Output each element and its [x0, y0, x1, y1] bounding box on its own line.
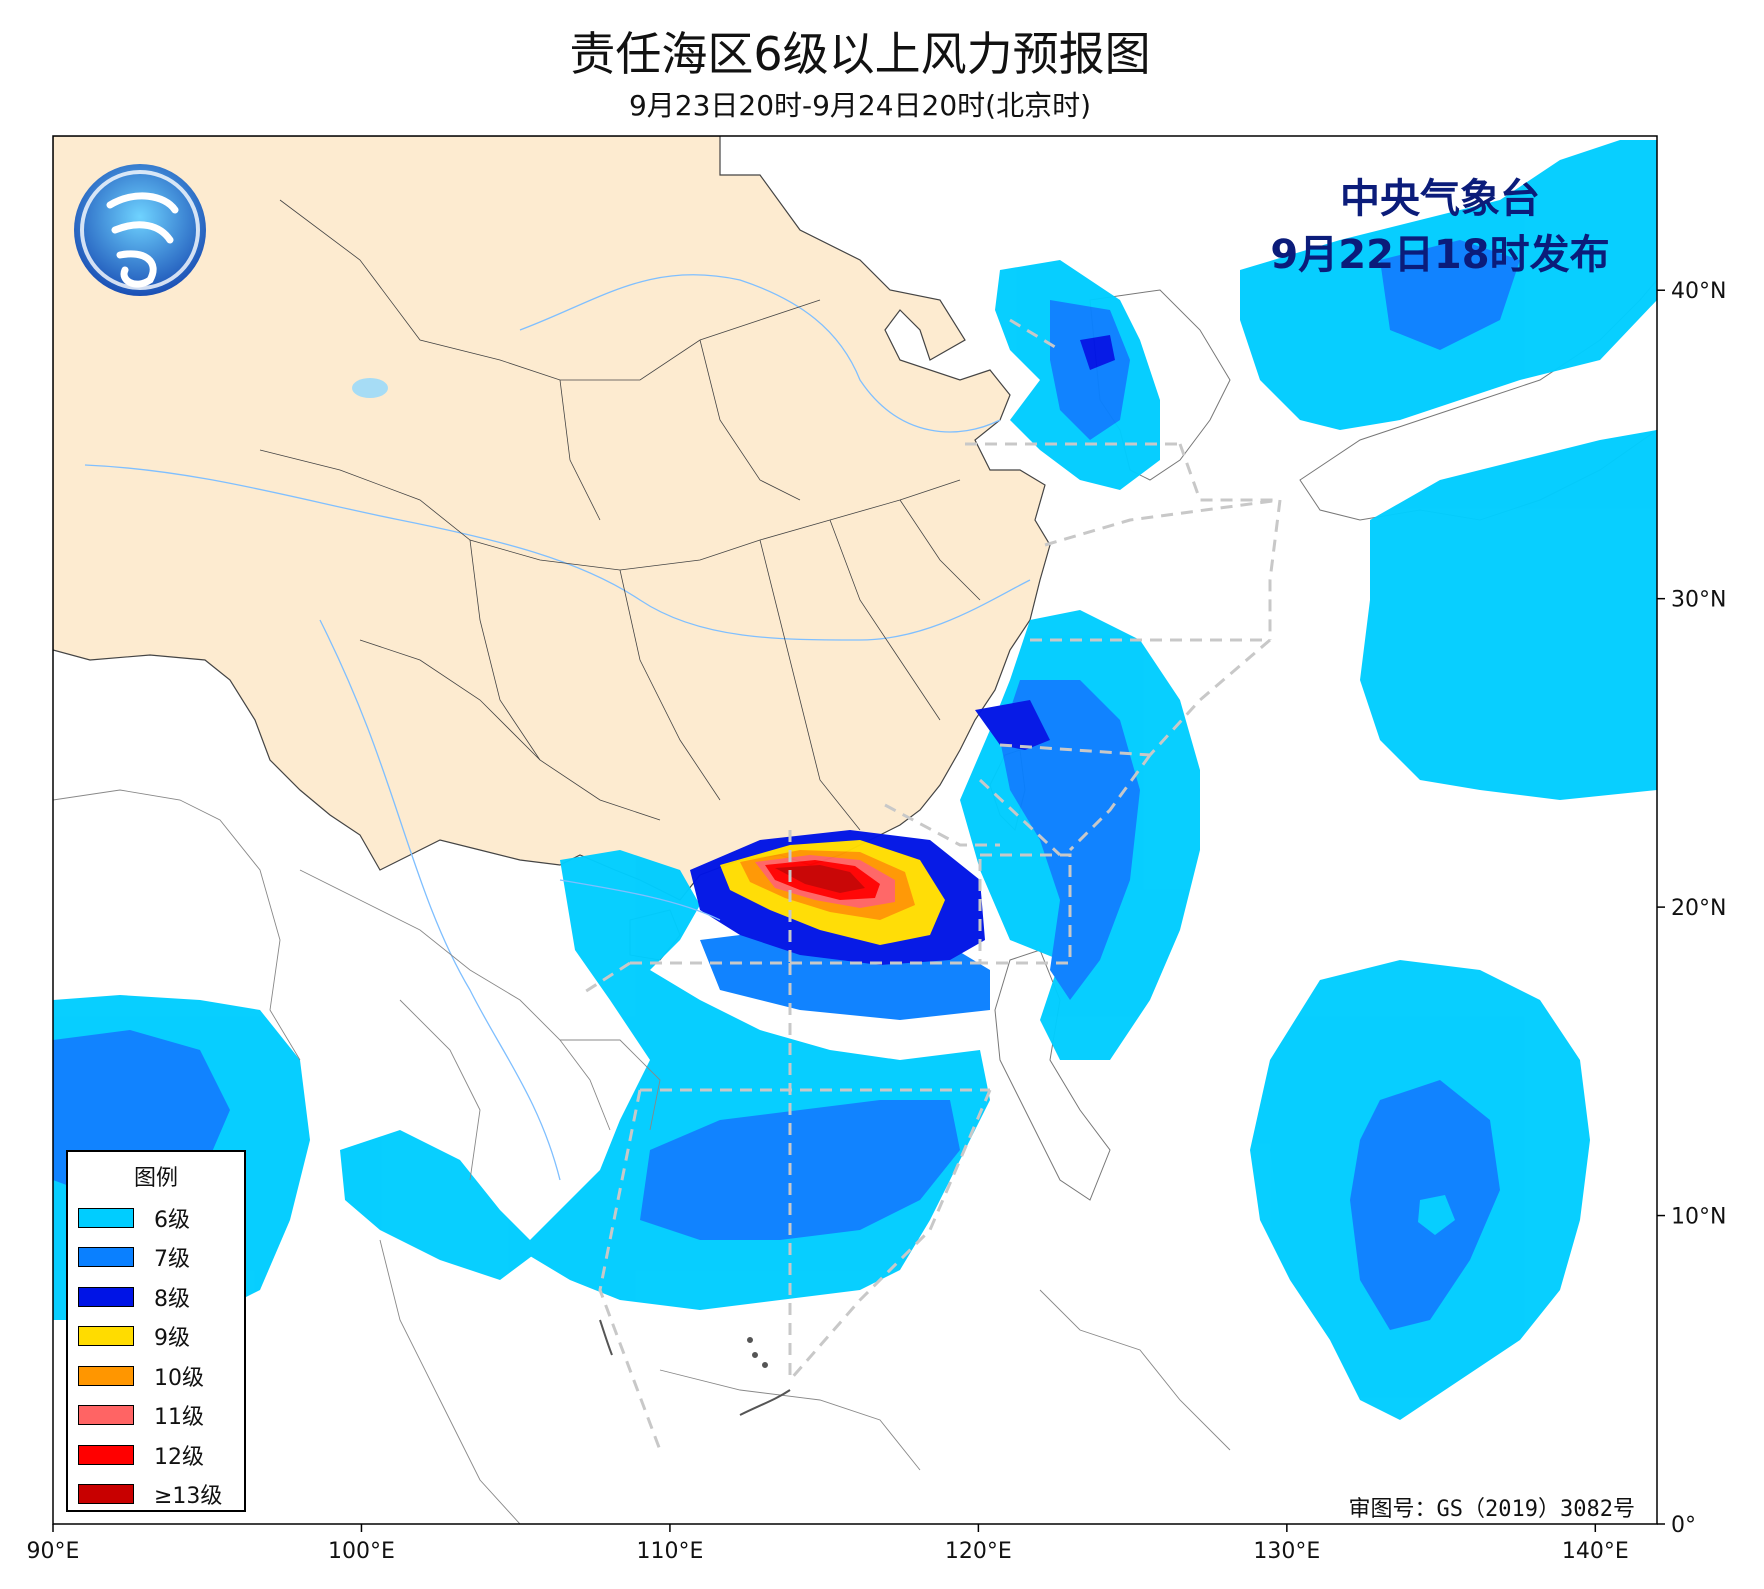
legend-label: 6级	[154, 1207, 190, 1233]
map-plot-area	[53, 136, 1657, 1524]
y-tick-label: 0°	[1671, 1513, 1696, 1538]
legend-item: 6级	[68, 1198, 244, 1238]
legend-title: 图例	[133, 1166, 178, 1191]
issuer-line-1: 中央气象台	[1340, 176, 1540, 222]
legend-swatch	[78, 1207, 134, 1228]
legend-swatch	[78, 1365, 134, 1386]
legend-swatch	[78, 1326, 134, 1347]
legend-label: 11级	[154, 1405, 204, 1431]
cma-logo-icon	[74, 164, 206, 296]
rivers	[84, 273, 1031, 1181]
sea-area-boundaries	[579, 318, 1282, 1451]
y-tick-label: 20°N	[1671, 896, 1726, 921]
x-tick-label: 130°E	[1253, 1539, 1320, 1564]
legend-item: ≥13级	[68, 1475, 244, 1515]
legend-item: 8级	[68, 1277, 244, 1317]
wind-legend: 图例 6级 7级 8级 9级 10级 11级 12级 ≥13级	[66, 1150, 246, 1512]
legend-item: 12级	[68, 1435, 244, 1475]
map-title: 责任海区6级以上风力预报图	[569, 27, 1151, 81]
x-axis-ticks: 90°E 100°E 110°E 120°E 130°E 140°E	[27, 1524, 1629, 1564]
legend-item: 9级	[68, 1317, 244, 1357]
island-marks	[599, 1319, 791, 1416]
y-axis-ticks: 0° 10°N 20°N 30°N 40°N	[1657, 279, 1726, 1538]
legend-swatch	[78, 1247, 134, 1268]
issuer-line-2: 9月22日18时发布	[1270, 232, 1609, 278]
y-tick-label: 10°N	[1671, 1205, 1726, 1230]
x-tick-label: 120°E	[945, 1539, 1012, 1564]
x-tick-label: 110°E	[636, 1539, 703, 1564]
map-approval-number: 审图号：GS（2019）3082号	[1349, 1497, 1635, 1522]
y-tick-label: 40°N	[1671, 279, 1726, 304]
legend-swatch	[78, 1405, 134, 1426]
qinghai-lake	[352, 378, 388, 398]
y-tick-label: 30°N	[1671, 588, 1726, 613]
legend-label: 9级	[154, 1326, 190, 1352]
x-tick-label: 140°E	[1562, 1539, 1629, 1564]
legend-swatch	[78, 1286, 134, 1307]
legend-label: ≥13级	[154, 1484, 223, 1510]
china-landmass	[53, 136, 1051, 901]
x-tick-label: 90°E	[27, 1539, 80, 1564]
plot-frame	[52, 135, 1658, 1525]
legend-label: 12级	[154, 1444, 204, 1470]
legend-swatch	[78, 1444, 134, 1465]
legend-item: 7级	[68, 1238, 244, 1278]
province-boundaries	[259, 199, 981, 831]
map-subtitle: 9月23日20时-9月24日20时(北京时)	[628, 89, 1092, 122]
legend-label: 7级	[154, 1247, 190, 1273]
legend-swatch	[78, 1484, 134, 1505]
legend-label: 8级	[154, 1286, 190, 1312]
legend-item: 11级	[68, 1396, 244, 1436]
country-boundaries	[53, 789, 1231, 1524]
legend-item: 10级	[68, 1356, 244, 1396]
legend-label: 10级	[154, 1365, 204, 1391]
x-tick-label: 100°E	[328, 1539, 395, 1564]
